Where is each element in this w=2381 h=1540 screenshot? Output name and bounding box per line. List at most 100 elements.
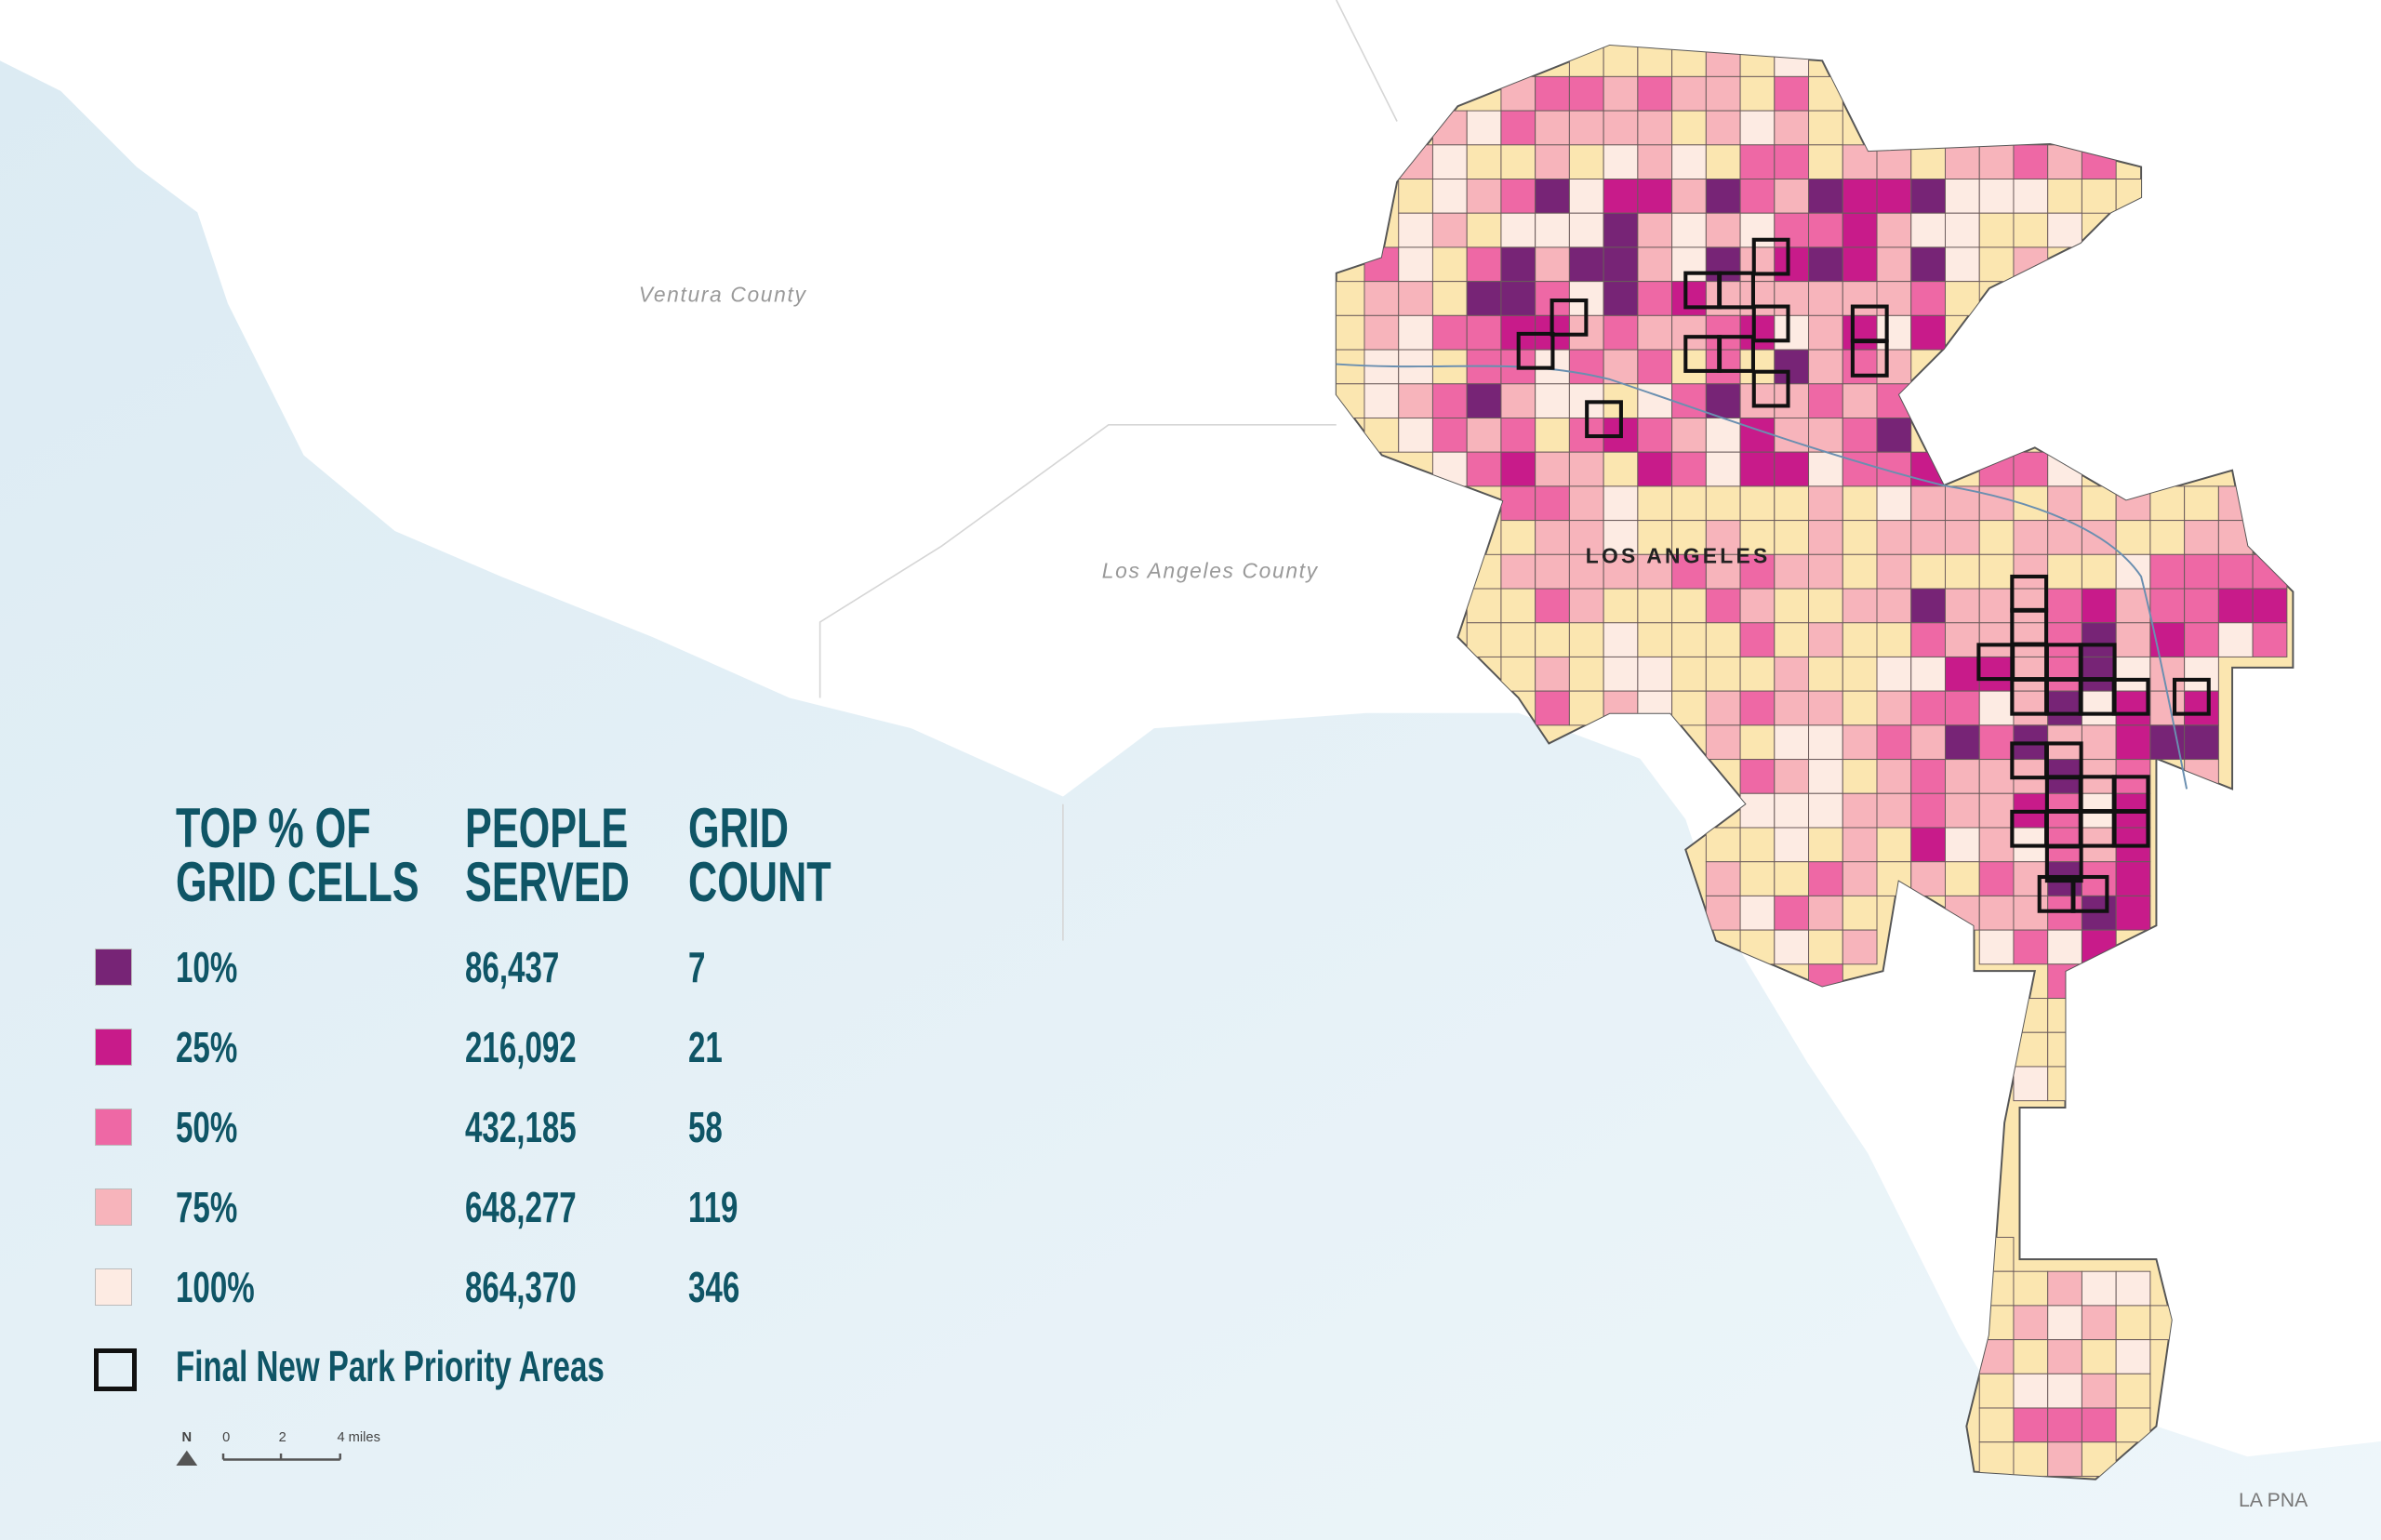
grid-cell — [1978, 656, 2015, 692]
grid-cell — [2047, 1270, 2082, 1307]
grid-cell — [1637, 690, 1673, 726]
grid-cell — [1705, 383, 1741, 418]
grid-cell — [1500, 212, 1536, 248]
grid-cell — [1978, 792, 2015, 829]
grid-cell — [1363, 314, 1400, 351]
grid-cell — [1876, 827, 1912, 863]
grid-cell — [1431, 281, 1468, 316]
grid-cell — [1842, 656, 1878, 692]
grid-cell — [1466, 314, 1502, 351]
grid-cell — [1910, 690, 1946, 726]
grid-cell — [1568, 144, 1604, 180]
grid-cell — [1876, 690, 1912, 726]
grid-cell — [2217, 520, 2254, 555]
grid-cell — [1535, 246, 1570, 283]
grid-cell — [1808, 281, 1843, 316]
grid-cell — [2013, 144, 2049, 180]
grid-cell — [1808, 895, 1843, 931]
grid-cell — [1842, 895, 1878, 931]
grid-cell — [1705, 861, 1741, 896]
legend-cell: 864,370 — [465, 1263, 577, 1311]
legend-cell: 10% — [176, 943, 238, 991]
legend-cell: 119 — [688, 1183, 738, 1231]
grid-cell — [1876, 179, 1912, 214]
grid-cell — [1637, 212, 1673, 248]
grid-cell — [1978, 827, 2015, 863]
grid-cell — [1808, 759, 1843, 794]
grid-cell — [1568, 656, 1604, 692]
grid-cell — [2047, 179, 2082, 214]
grid-cell — [1466, 553, 1502, 590]
grid-cell — [1603, 520, 1639, 555]
grid-cell — [1876, 383, 1912, 418]
grid-cell — [1774, 827, 1810, 863]
grid-cell — [1774, 383, 1810, 418]
grid-cell — [1431, 179, 1468, 214]
grid-cell — [1842, 314, 1878, 351]
grid-cell — [1944, 281, 1980, 316]
grid-cell — [1568, 246, 1604, 283]
grid-cell — [1910, 246, 1946, 283]
city-label: LOS ANGELES — [1586, 543, 1771, 567]
grid-cell — [1978, 1270, 2015, 1307]
grid-cell — [1637, 179, 1673, 214]
grid-cell — [1431, 417, 1468, 453]
grid-cell — [1705, 588, 1741, 624]
priority-cell — [1751, 304, 1790, 343]
grid-cell — [2184, 759, 2219, 794]
legend-header: SERVED — [465, 851, 630, 913]
priority-cell — [1717, 335, 1755, 373]
grid-cell — [1876, 520, 1912, 555]
grid-cell — [1568, 622, 1604, 657]
grid-cell — [1671, 75, 1707, 112]
grid-cell — [1637, 383, 1673, 418]
legend-cell: 21 — [688, 1023, 723, 1071]
grid-cell — [2115, 1407, 2151, 1443]
grid-cell — [2013, 998, 2049, 1033]
grid-cell — [2217, 622, 2254, 657]
grid-cell — [1842, 520, 1878, 555]
grid-cell — [1705, 724, 1741, 761]
grid-cell — [2047, 553, 2082, 590]
grid-cell — [1978, 724, 2015, 761]
grid-cell — [1739, 246, 1776, 283]
grid-cell — [2013, 929, 2049, 965]
grid-cell — [1535, 212, 1570, 248]
grid-cell — [1363, 281, 1400, 316]
grid-cell — [1944, 759, 1980, 794]
grid-cell — [1842, 179, 1878, 214]
grid-cell — [1671, 110, 1707, 146]
grid-cell — [1910, 144, 1946, 180]
legend-header: GRID — [688, 797, 789, 859]
grid-cell — [1500, 451, 1536, 487]
grid-cell — [1944, 520, 1980, 555]
ocean — [0, 60, 2381, 1540]
county-label: Ventura County — [639, 283, 807, 307]
grid-cell — [2252, 588, 2288, 624]
grid-cell — [2047, 1339, 2082, 1374]
grid-cell — [1671, 212, 1707, 248]
legend-cell: 648,277 — [465, 1183, 577, 1231]
grid-cell — [1671, 656, 1707, 692]
grid-cell — [1535, 622, 1570, 657]
grid-cell — [1705, 895, 1741, 931]
grid-cell — [1603, 281, 1639, 316]
grid-cell — [1944, 827, 1980, 863]
grid-cell — [1910, 520, 1946, 555]
grid-cell — [1431, 144, 1468, 180]
grid-cell — [1876, 314, 1912, 351]
grid-cell — [1944, 861, 1980, 896]
grid-cell — [1336, 349, 1365, 385]
grid-cell — [1603, 622, 1639, 657]
grid-cell — [1336, 383, 1365, 418]
grid-cell — [1398, 383, 1433, 418]
grid-cell — [2081, 929, 2117, 965]
grid-cell — [1739, 827, 1776, 863]
grid-cell — [1705, 110, 1741, 146]
grid-cell — [1671, 179, 1707, 214]
grid-cell — [1500, 281, 1536, 316]
grid-cell — [2115, 485, 2151, 522]
grid-cell — [1466, 281, 1502, 316]
grid-cell — [1500, 656, 1536, 692]
grid-cell — [1808, 622, 1843, 657]
